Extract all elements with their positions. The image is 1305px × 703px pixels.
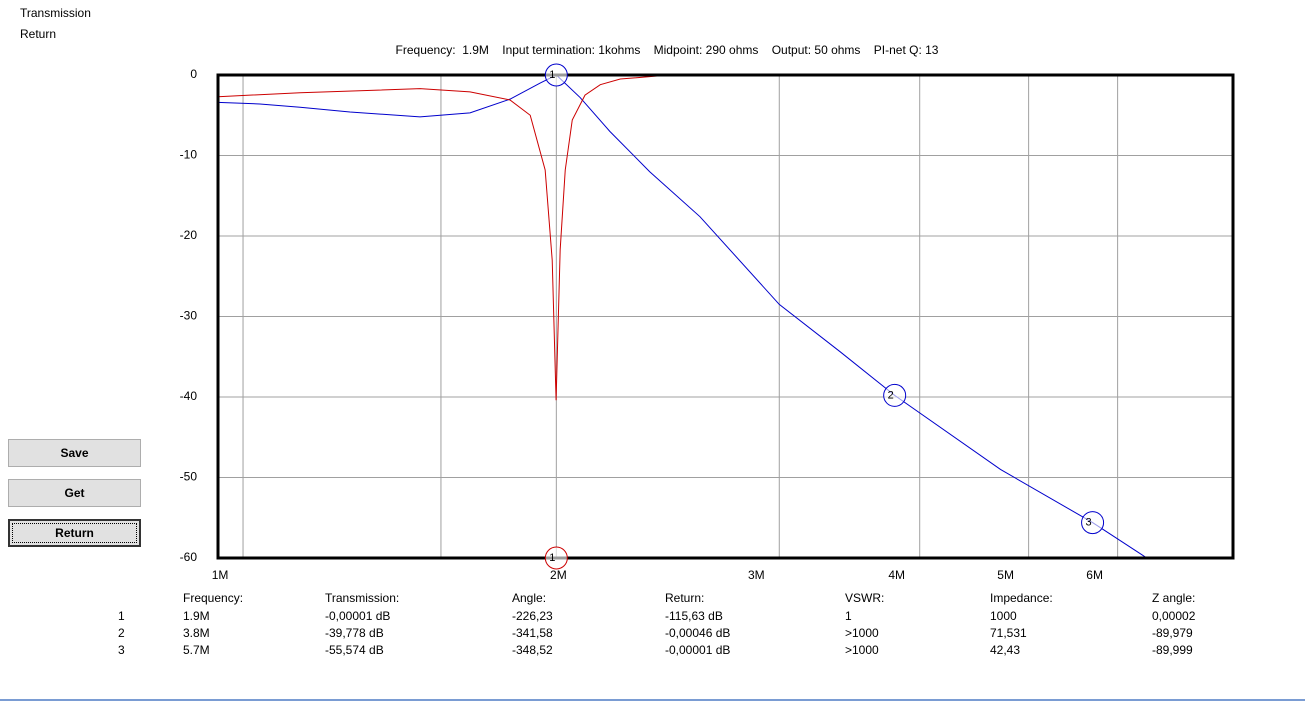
table-cell: >1000 <box>845 626 879 640</box>
y-tick-label: -50 <box>180 470 198 484</box>
y-tick-label: -60 <box>180 550 198 564</box>
x-tick-label: 1M <box>212 568 229 582</box>
table-cell: 5.7M <box>183 643 210 657</box>
button[interactable]: Save <box>8 439 141 467</box>
table-cell: 71,531 <box>990 626 1027 640</box>
table-header: Angle: <box>512 591 546 605</box>
table-cell: 3 <box>118 643 125 657</box>
button[interactable]: Return <box>8 519 141 547</box>
table-header: Impedance: <box>990 591 1053 605</box>
x-tick-label: 5M <box>997 568 1014 582</box>
marker <box>1081 511 1105 535</box>
table-cell: -89,999 <box>1152 643 1193 657</box>
marker-label: 3 <box>1086 516 1092 528</box>
table-cell: >1000 <box>845 643 879 657</box>
table-cell: -39,778 dB <box>325 626 384 640</box>
table-cell: -348,52 <box>512 643 553 657</box>
table-cell: -341,58 <box>512 626 553 640</box>
table-cell: 0,00002 <box>1152 609 1196 623</box>
table-header: VSWR: <box>845 591 884 605</box>
y-tick-label: -30 <box>180 309 198 323</box>
x-tick-label: 4M <box>888 568 905 582</box>
marker-label: 2 <box>888 389 894 401</box>
marker <box>544 546 568 570</box>
marker-label: 1 <box>549 552 555 564</box>
table-header: Frequency: <box>183 591 243 605</box>
y-tick-label: -10 <box>180 148 198 162</box>
table-cell: -89,979 <box>1152 626 1193 640</box>
table-cell: 2 <box>118 626 125 640</box>
table-cell: -226,23 <box>512 609 553 623</box>
y-tick-label: 0 <box>190 67 197 81</box>
legend-entry: Return <box>20 27 56 41</box>
marker <box>544 63 568 87</box>
line-series <box>217 75 661 401</box>
x-tick-label: 2M <box>550 568 567 582</box>
table-header: Z angle: <box>1152 591 1195 605</box>
y-tick-label: -20 <box>180 228 198 242</box>
table-header: Transmission: <box>325 591 399 605</box>
x-tick-label: 3M <box>748 568 765 582</box>
table-cell: 1 <box>118 609 125 623</box>
button[interactable]: Get <box>8 479 141 507</box>
marker <box>883 383 907 407</box>
table-cell: -0,00001 dB <box>665 643 730 657</box>
table-cell: 1.9M <box>183 609 210 623</box>
plot-border <box>216 73 1235 560</box>
table-cell: -0,00046 dB <box>665 626 730 640</box>
marker-label: 1 <box>549 69 555 81</box>
table-header: Return: <box>665 591 704 605</box>
table-cell: -115,63 dB <box>665 609 723 623</box>
y-tick-label: -40 <box>180 389 198 403</box>
chart-title: Frequency: 1.9M Input termination: 1kohm… <box>396 43 939 57</box>
table-cell: 1 <box>845 609 852 623</box>
table-cell: -0,00001 dB <box>325 609 390 623</box>
table-cell: 42,43 <box>990 643 1020 657</box>
x-tick-label: 6M <box>1086 568 1103 582</box>
legend-entry: Transmission <box>20 6 91 20</box>
table-cell: -55,574 dB <box>325 643 384 657</box>
table-cell: 3.8M <box>183 626 210 640</box>
table-cell: 1000 <box>990 609 1017 623</box>
